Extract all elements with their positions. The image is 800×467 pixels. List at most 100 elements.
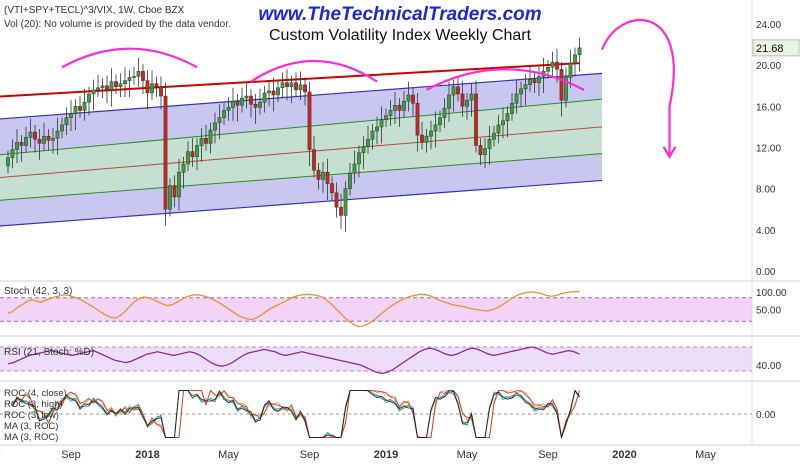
candle-body (492, 132, 496, 140)
candle-body (537, 76, 541, 83)
candle-body (10, 149, 15, 159)
rsi-tick-label: 40.00 (756, 361, 781, 372)
candle-body (555, 61, 559, 70)
rsi-band (0, 347, 752, 371)
candle-body (406, 94, 411, 102)
arrow-head-annotation (662, 146, 677, 159)
time-axis-label: May (0, 449, 1, 461)
candle-body (465, 99, 469, 107)
candle-body (154, 83, 159, 88)
candle-body (289, 82, 294, 88)
candle-body (42, 135, 46, 144)
candle-body (447, 94, 451, 109)
candle-body (334, 192, 339, 208)
candle-body (433, 124, 438, 132)
candle-body (100, 85, 105, 89)
candle-body (564, 77, 568, 101)
candle-body (213, 122, 217, 131)
candle-body (429, 130, 433, 137)
candle-body (321, 171, 325, 180)
roc-tick-label: 0.00 (756, 410, 776, 421)
candle-body (379, 119, 384, 128)
time-axis-label: May (695, 449, 716, 461)
candle-body (109, 81, 114, 91)
roc-legend-label: ROC (3, high) (4, 399, 63, 410)
candle-body (87, 93, 91, 103)
channel-inner-lower-line (0, 153, 603, 201)
chart-title: Custom Volatility Index Weekly Chart (268, 27, 532, 44)
volume-note: Vol (20): No volume is provided by the d… (4, 19, 231, 30)
roc-legend-label: MA (3, ROC) (4, 432, 58, 443)
channel-lower-line (0, 179, 603, 227)
candle-body (78, 106, 82, 111)
rsi-line (7, 346, 580, 375)
candle-body (96, 87, 100, 91)
candle-body (253, 104, 258, 108)
candle-body (127, 77, 132, 81)
last-price-label: 21.68 (756, 43, 784, 55)
roc-legend-label: ROC (3, low) (4, 410, 59, 421)
candle-body (204, 137, 208, 144)
candle-body (577, 47, 582, 56)
roc-legend-label: MA (3, ROC) (4, 421, 58, 432)
candle-body (343, 188, 348, 216)
price-tick-label: 24.00 (756, 20, 781, 31)
candle-body (19, 142, 24, 146)
candle-body (235, 100, 240, 106)
candle-body (181, 163, 186, 173)
time-axis-label: Sep (61, 449, 81, 461)
candle-body (474, 93, 478, 146)
candle-body (573, 54, 577, 64)
candle-body (222, 110, 226, 118)
candle-body (312, 149, 316, 171)
time-axis-label: 2018 (135, 449, 159, 461)
candle-body (91, 89, 96, 95)
top-arc-annotation (425, 68, 585, 91)
candle-body (294, 82, 298, 91)
candle-body (438, 117, 442, 126)
candle-body (451, 86, 456, 96)
price-tick-label: 0.00 (756, 267, 776, 278)
candle-body (501, 120, 505, 126)
candle-body (51, 137, 55, 141)
candle-body (546, 66, 550, 72)
candle-body (393, 105, 397, 111)
stoch-pane-label: Stoch (42, 3, 3) (4, 286, 72, 297)
candle-body (15, 142, 19, 150)
candle-body (64, 117, 69, 126)
candle-body (307, 91, 312, 150)
symbol-line: (VTI+SPY+TECL)^3/VIX, 1W, Cboe BZX (4, 5, 185, 16)
candle-body (456, 86, 460, 95)
candle-body (411, 94, 415, 104)
channel-inner-upper-line (0, 98, 603, 156)
candle-body (384, 115, 388, 120)
candle-body (519, 88, 523, 95)
candle-body (375, 126, 379, 132)
candle-body (105, 85, 109, 91)
candle-body (186, 151, 190, 165)
candle-body (397, 105, 402, 111)
time-axis-label: May (218, 449, 239, 461)
candle-body (46, 135, 51, 141)
candle-body (240, 97, 244, 106)
candle-body (231, 100, 235, 108)
candle-body (303, 84, 307, 93)
candle-body (24, 136, 28, 146)
candle-body (528, 79, 532, 85)
time-axis-label: 2020 (612, 449, 636, 461)
stoch-tick-label: 50.00 (756, 306, 781, 317)
candle-body (276, 87, 280, 96)
candle-body (199, 137, 204, 146)
candle-body (478, 145, 483, 155)
price-tick-label: 4.00 (756, 226, 776, 237)
candle-body (357, 152, 361, 165)
price-tick-label: 16.00 (756, 102, 781, 113)
candle-body (505, 113, 510, 121)
candle-body (60, 124, 64, 132)
candle-body (177, 171, 181, 198)
candle-body (163, 95, 168, 210)
time-axis-label: 2019 (374, 449, 398, 461)
time-axis-label: May (457, 449, 478, 461)
candle-body (483, 148, 487, 155)
